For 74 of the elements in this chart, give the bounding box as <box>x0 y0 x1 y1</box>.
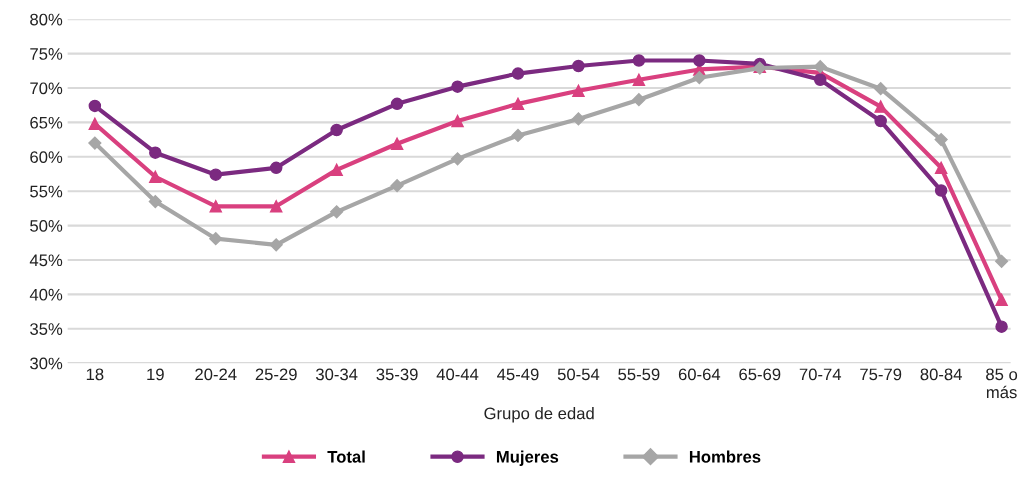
y-tick-label: 65% <box>30 116 63 129</box>
point <box>511 67 525 80</box>
legend-label: Total <box>327 450 365 463</box>
point <box>995 320 1008 333</box>
y-tick-label: 45% <box>29 254 63 267</box>
y-tick-label: 40% <box>29 288 63 301</box>
point <box>451 114 464 128</box>
x-tick-label: 65-69 <box>739 368 781 381</box>
x-axis-title: Grupo de edad <box>484 407 594 423</box>
point <box>88 136 102 150</box>
point <box>88 117 102 131</box>
point <box>451 80 464 93</box>
point <box>148 194 162 209</box>
legend-label: Hombres <box>689 450 761 463</box>
x-tick-label: 60-64 <box>678 368 721 381</box>
point <box>88 99 102 113</box>
point <box>995 293 1008 307</box>
point <box>571 112 586 126</box>
y-tick-label: 35% <box>30 323 63 335</box>
y-tick-label: 75% <box>30 48 63 60</box>
y-tick-label: 55% <box>30 185 63 198</box>
point <box>209 232 223 246</box>
point <box>934 133 948 147</box>
point <box>209 168 223 181</box>
y-tick-label: 30% <box>30 357 63 370</box>
point <box>390 137 404 150</box>
y-tick-label: 50% <box>30 219 63 232</box>
point <box>934 161 948 175</box>
point <box>330 205 344 219</box>
x-tick-label: 40-44 <box>436 368 479 381</box>
point <box>874 82 888 96</box>
point <box>390 97 404 111</box>
x-tick-label: 35-39 <box>376 368 418 381</box>
point <box>450 152 465 166</box>
x-tick-label: 70-74 <box>799 368 842 381</box>
x-tick-label: 50-54 <box>557 368 600 381</box>
point <box>813 60 827 74</box>
x-tick-label: 18 <box>86 368 104 381</box>
point <box>511 97 525 111</box>
point <box>149 146 162 159</box>
point <box>390 179 404 193</box>
point <box>994 254 1009 268</box>
point <box>874 114 887 128</box>
point <box>632 93 646 107</box>
point <box>874 100 887 113</box>
x-tick-label: 45-49 <box>497 368 539 381</box>
point <box>330 163 343 177</box>
x-tick-label: 55-59 <box>618 368 660 381</box>
point <box>934 184 948 197</box>
point <box>511 128 525 143</box>
x-tick-label: 75-79 <box>860 368 902 381</box>
y-tick-label: 70% <box>30 82 63 95</box>
point <box>632 54 646 67</box>
x-tick-label: 25-29 <box>255 368 297 381</box>
point <box>693 54 706 67</box>
point <box>149 170 162 184</box>
point <box>269 161 283 175</box>
point <box>209 200 223 213</box>
point <box>269 200 283 213</box>
point <box>269 238 283 252</box>
point <box>572 84 585 98</box>
y-tick-label: 80% <box>30 13 63 26</box>
point <box>813 73 827 87</box>
point <box>572 59 585 73</box>
x-tick-label: 30-34 <box>315 368 358 381</box>
y-tick-label: 60% <box>30 151 63 164</box>
point <box>330 123 343 137</box>
point <box>692 71 706 85</box>
legend-label: Mujeres <box>496 450 559 466</box>
x-tick-label: 19 <box>147 368 164 381</box>
x-tick-label: 85 o más <box>986 368 1018 399</box>
x-tick-label: 80-84 <box>920 368 962 381</box>
point <box>632 73 646 87</box>
x-tick-label: 20-24 <box>195 368 237 381</box>
